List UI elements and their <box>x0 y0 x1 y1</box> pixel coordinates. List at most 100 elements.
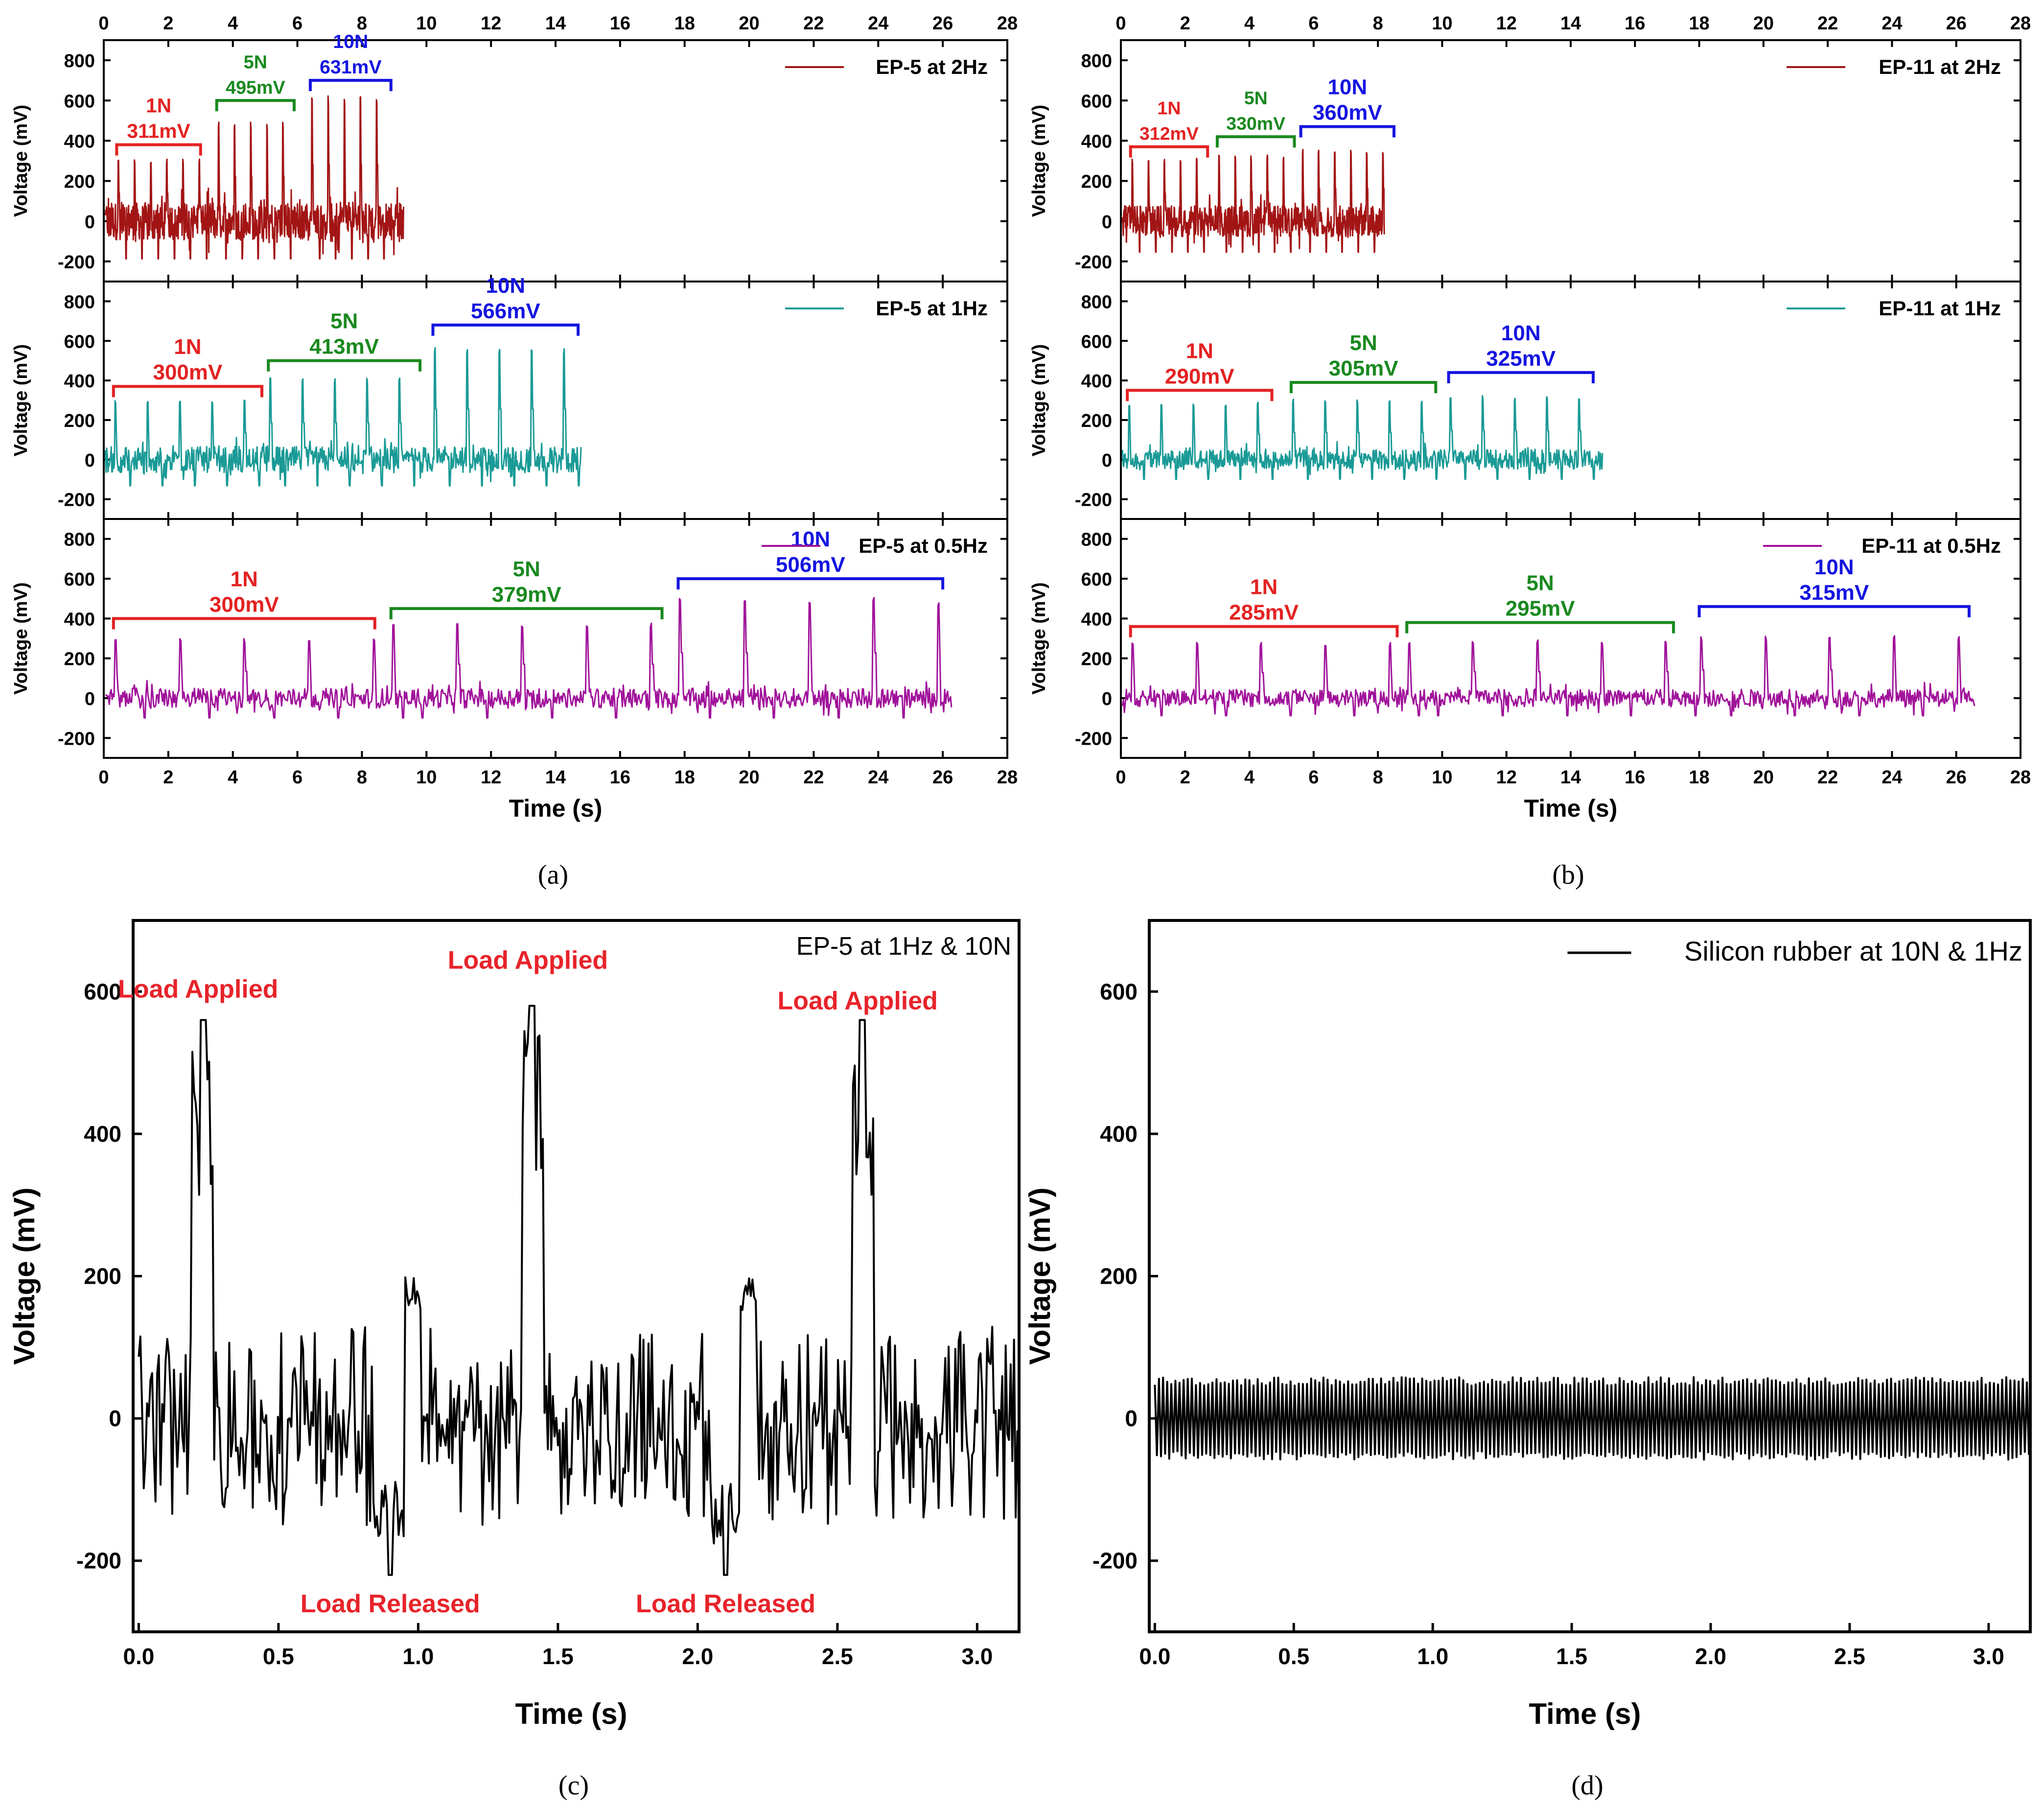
y-tick-label: 400 <box>1081 131 1112 152</box>
x-tick-label: 1.5 <box>1556 1644 1587 1669</box>
y-tick-label: 600 <box>1081 91 1112 112</box>
force-bracket <box>112 617 376 630</box>
y-tick-label: 600 <box>1081 331 1112 352</box>
y-tick-label: 800 <box>1081 51 1112 71</box>
x-tick-label: 2.5 <box>1834 1644 1865 1669</box>
peak-voltage-label: 305mV <box>1329 356 1399 380</box>
signal-series <box>1121 149 1385 253</box>
x-tick-label: 20 <box>739 767 759 788</box>
force-label: 5N <box>1349 331 1377 355</box>
peak-voltage-label: 300mV <box>209 592 279 616</box>
y-tick-label: 0 <box>1102 450 1112 471</box>
y-tick-label: 800 <box>64 530 95 550</box>
x-tick-label-top: 12 <box>481 13 501 34</box>
x-tick-label-top: 14 <box>545 13 566 34</box>
x-axis-label: Time (s) <box>1524 795 1618 822</box>
peak-voltage-label: 330mV <box>1226 113 1285 134</box>
load-applied-label: Load Applied <box>118 975 278 1003</box>
y-tick-label: 400 <box>64 131 95 152</box>
peak-voltage-label: 506mV <box>776 553 846 577</box>
legend-label: EP-11 at 0.5Hz <box>1861 534 2001 557</box>
force-bracket <box>676 577 945 589</box>
x-tick-label-top: 12 <box>1496 13 1517 34</box>
y-tick-label: 600 <box>64 331 95 352</box>
force-label: 10N <box>1501 321 1541 345</box>
force-bracket <box>431 323 580 336</box>
x-tick-label: 26 <box>932 767 953 788</box>
x-tick-label: 1.5 <box>542 1644 574 1669</box>
y-tick-label: 200 <box>84 1264 121 1289</box>
y-axis-label: Voltage (mV) <box>1029 105 1049 217</box>
x-tick-label: 28 <box>2010 767 2031 788</box>
y-axis-label: Voltage (mV) <box>11 105 31 217</box>
x-tick-label: 14 <box>545 767 566 788</box>
force-label: 1N <box>1250 575 1278 599</box>
peak-voltage-label: 285mV <box>1229 601 1299 625</box>
load-released-label: Load Released <box>636 1590 815 1618</box>
y-tick-label: 200 <box>1081 172 1112 192</box>
x-tick-label: 2 <box>1180 767 1190 788</box>
x-tick-label: 2.0 <box>682 1644 713 1669</box>
x-tick-label: 3.0 <box>961 1644 993 1669</box>
y-tick-label: 400 <box>84 1121 121 1147</box>
legend-label: EP-11 at 2Hz <box>1879 55 2001 78</box>
subplot-b-1: -200 0 200 400 600 800 Voltage (mV) 1N 312mV 5N 33… <box>1029 39 2021 282</box>
peak-voltage-label: 295mV <box>1506 596 1576 620</box>
y-tick-label: 800 <box>1081 530 1112 550</box>
x-tick-label: 26 <box>1946 767 1967 788</box>
x-tick-label: 6 <box>1308 767 1319 788</box>
peak-voltage-label: 413mV <box>309 335 379 359</box>
legend-label: EP-5 at 1Hz & 10N <box>796 932 1011 961</box>
x-tick-label-top: 28 <box>2010 13 2031 34</box>
x-tick-label-top: 26 <box>932 13 953 34</box>
peak-voltage-label: 312mV <box>1139 123 1199 144</box>
y-axis-label: Voltage (mV) <box>8 1187 41 1365</box>
x-tick-label-top: 16 <box>610 13 630 34</box>
force-label: 5N <box>244 51 267 72</box>
force-bracket <box>1129 145 1209 158</box>
force-bracket <box>1405 621 1675 634</box>
signal-series <box>138 1005 1020 1576</box>
force-bracket <box>112 385 264 398</box>
x-tick-label-top: 26 <box>1946 13 1967 34</box>
panel-caption: (c) <box>558 1770 589 1801</box>
legend-label: Silicon rubber at 10N & 1Hz <box>1684 936 2022 966</box>
y-tick-label: 600 <box>84 979 121 1004</box>
x-tick-label-top: 16 <box>1625 13 1645 34</box>
force-label: 1N <box>1186 339 1213 363</box>
x-axis-label: Time (s) <box>509 795 603 822</box>
x-tick-label: 8 <box>1373 767 1383 788</box>
x-tick-label-top: 10 <box>1432 13 1452 34</box>
y-tick-label: 600 <box>1100 979 1138 1004</box>
x-tick-label: 16 <box>610 767 630 788</box>
signal-series <box>1121 635 1975 717</box>
y-tick-label: 600 <box>64 91 95 112</box>
x-tick-label-top: 4 <box>228 13 238 34</box>
force-label: 1N <box>231 567 258 591</box>
y-tick-label: -200 <box>1075 490 1112 511</box>
x-tick-label: 4 <box>1244 767 1254 788</box>
force-label: 5N <box>330 309 358 333</box>
peak-voltage-label: 315mV <box>1799 581 1869 605</box>
peak-voltage-label: 325mV <box>1486 347 1556 371</box>
y-tick-label: 200 <box>1081 411 1112 431</box>
peak-voltage-label: 290mV <box>1165 364 1235 388</box>
panel-caption: (b) <box>1552 860 1584 890</box>
x-tick-label-top: 28 <box>997 13 1018 34</box>
x-tick-label: 1.0 <box>1417 1644 1448 1669</box>
force-label: 1N <box>174 335 201 359</box>
x-tick-label-top: 24 <box>1881 13 1902 34</box>
panel-caption: (a) <box>538 860 568 890</box>
legend-label: EP-5 at 1Hz <box>876 297 988 320</box>
force-label: 1N <box>1157 98 1181 118</box>
x-tick-label: 2.5 <box>822 1644 853 1669</box>
y-axis-label: Voltage (mV) <box>11 582 31 694</box>
load-released-label: Load Released <box>301 1590 480 1618</box>
y-tick-label: 400 <box>64 371 95 392</box>
x-tick-label: 22 <box>1817 767 1838 788</box>
x-tick-label: 0.0 <box>1139 1644 1170 1669</box>
